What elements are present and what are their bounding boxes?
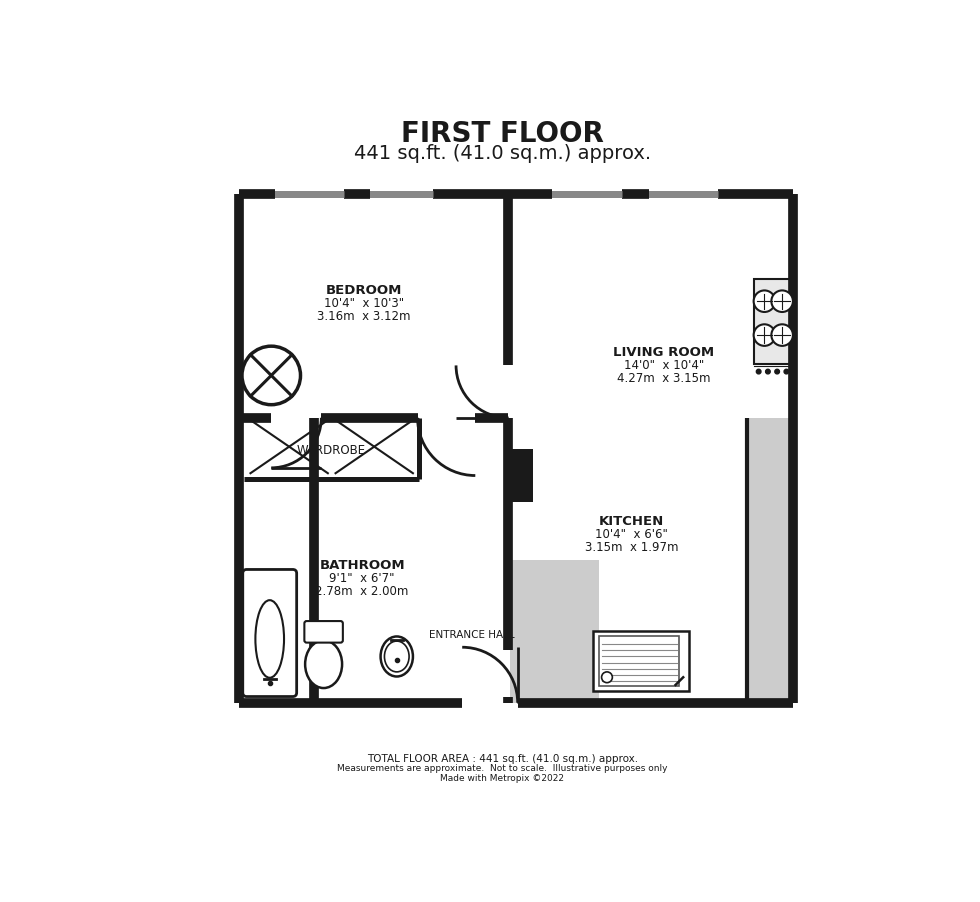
Circle shape: [754, 290, 775, 312]
Circle shape: [602, 672, 612, 683]
Circle shape: [771, 290, 793, 312]
Ellipse shape: [256, 600, 284, 677]
Bar: [754, 280, 793, 364]
Circle shape: [757, 369, 761, 374]
Text: 9'1"  x 6'7": 9'1" x 6'7": [329, 572, 395, 585]
Text: WARDROBE: WARDROBE: [297, 444, 366, 456]
Bar: [369, 191, 433, 198]
Text: LIVING ROOM: LIVING ROOM: [613, 345, 714, 359]
Bar: [747, 418, 794, 703]
Text: 14'0"  x 10'4": 14'0" x 10'4": [624, 359, 704, 372]
Text: 4.27m  x 3.15m: 4.27m x 3.15m: [617, 372, 710, 385]
Bar: [593, 631, 689, 691]
Ellipse shape: [305, 640, 342, 688]
Bar: [275, 191, 344, 198]
Ellipse shape: [384, 641, 409, 672]
Bar: [510, 560, 599, 703]
Circle shape: [771, 325, 793, 345]
Bar: [600, 637, 678, 686]
Circle shape: [775, 369, 779, 374]
Ellipse shape: [380, 637, 413, 676]
Text: 3.15m  x 1.97m: 3.15m x 1.97m: [585, 541, 678, 555]
Circle shape: [754, 325, 775, 345]
Text: 3.16m  x 3.12m: 3.16m x 3.12m: [317, 309, 411, 323]
FancyBboxPatch shape: [243, 569, 297, 696]
Bar: [509, 448, 533, 502]
Text: Made with Metropix ©2022: Made with Metropix ©2022: [440, 774, 564, 783]
Bar: [553, 191, 621, 198]
Bar: [593, 631, 689, 691]
Text: KITCHEN: KITCHEN: [599, 515, 664, 529]
Text: ENTRANCE HALL: ENTRANCE HALL: [428, 630, 514, 640]
Text: BEDROOM: BEDROOM: [325, 284, 402, 298]
Text: 2.78m  x 2.00m: 2.78m x 2.00m: [316, 585, 409, 598]
Text: 441 sq.ft. (41.0 sq.m.) approx.: 441 sq.ft. (41.0 sq.m.) approx.: [354, 144, 651, 163]
Text: BATHROOM: BATHROOM: [319, 559, 405, 572]
Text: TOTAL FLOOR AREA : 441 sq.ft. (41.0 sq.m.) approx.: TOTAL FLOOR AREA : 441 sq.ft. (41.0 sq.m…: [367, 754, 638, 764]
Text: 10'4"  x 6'6": 10'4" x 6'6": [595, 529, 668, 541]
Circle shape: [784, 369, 789, 374]
Circle shape: [242, 346, 301, 405]
Text: FIRST FLOOR: FIRST FLOOR: [401, 121, 604, 149]
Text: Measurements are approximate.  Not to scale.  Illustrative purposes only: Measurements are approximate. Not to sca…: [337, 764, 667, 773]
Bar: [649, 191, 717, 198]
FancyBboxPatch shape: [305, 621, 343, 642]
Circle shape: [765, 369, 770, 374]
Bar: [754, 280, 793, 364]
Text: 10'4"  x 10'3": 10'4" x 10'3": [323, 298, 404, 310]
